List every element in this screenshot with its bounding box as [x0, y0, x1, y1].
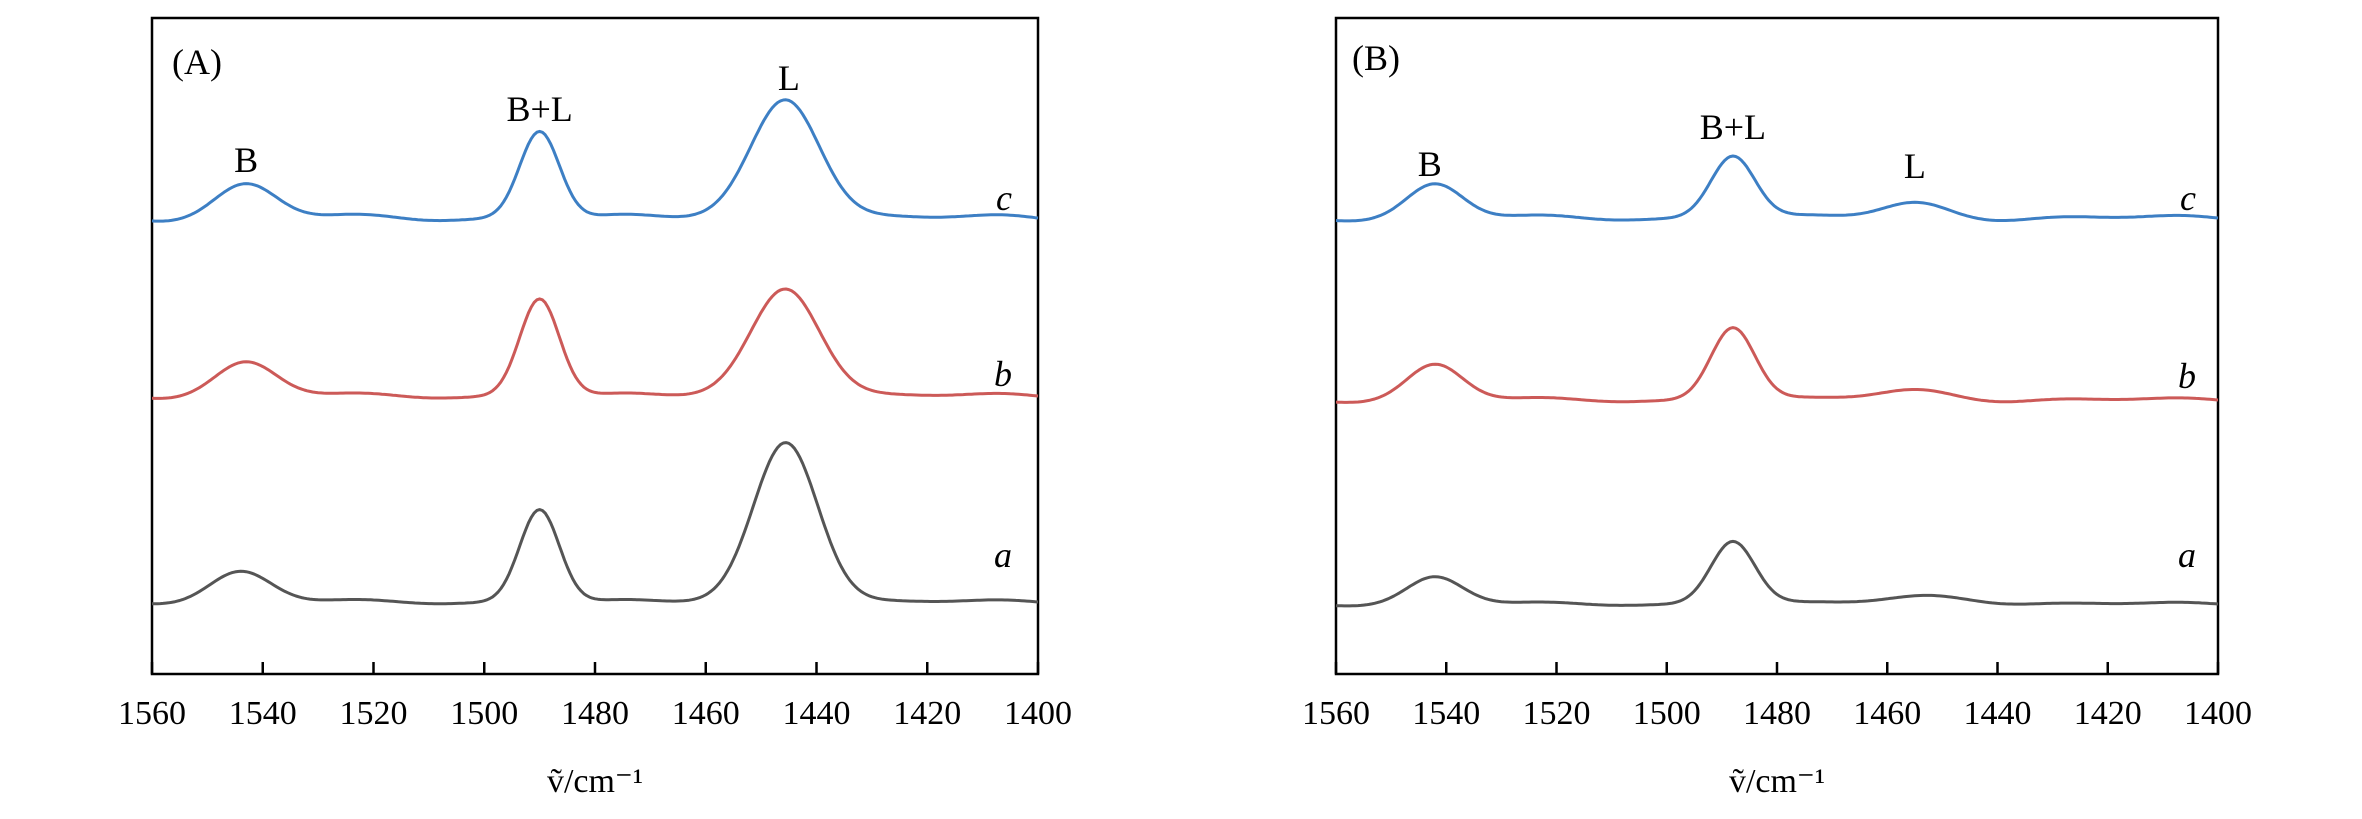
- x-tick-label: 1480: [1743, 695, 1811, 732]
- x-tick-label: 1500: [450, 695, 518, 732]
- x-tick-label: 1460: [672, 695, 740, 732]
- x-tick-label: 1460: [1853, 695, 1921, 732]
- x-tick-label: 1500: [1633, 695, 1701, 732]
- panel-b-series-label-a: a: [2178, 535, 2196, 575]
- x-tick-label: 1520: [340, 695, 408, 732]
- panel-a-peak-label-bl: B+L: [506, 89, 572, 129]
- panel-a: 1560 1540 1520 1500 1480 1460 1440 1420 1400 (A)…: [118, 16, 1072, 800]
- panel-b-frame: [1334, 16, 2220, 676]
- panel-a-series-label-a: a: [994, 535, 1012, 575]
- series-curve-c: [151, 98, 1039, 223]
- panel-a-series-label-b: b: [994, 354, 1012, 394]
- panel-a-peak-label-b: B: [234, 140, 258, 180]
- panel-a-x-axis-title: ṽ/cm⁻¹: [547, 763, 643, 800]
- series-curve-b: [151, 287, 1039, 400]
- x-tick-label: 1520: [1523, 695, 1591, 732]
- panel-b-label: (B): [1352, 38, 1400, 78]
- series-curve-c: [1335, 154, 2219, 223]
- x-tick-label: 1560: [1302, 695, 1370, 732]
- panel-b-peak-label-bl: B+L: [1700, 107, 1766, 147]
- x-tick-label: 1420: [2074, 695, 2142, 732]
- x-tick-label: 1540: [229, 695, 297, 732]
- x-tick-label: 1480: [561, 695, 629, 732]
- x-tick-label: 1420: [893, 695, 961, 732]
- x-tick-label: 1400: [2184, 695, 2252, 732]
- x-tick-label: 1440: [783, 695, 851, 732]
- series-curve-a: [1335, 539, 2219, 608]
- panel-b-series-label-b: b: [2178, 356, 2196, 396]
- panel-b-peak-label-b: B: [1418, 144, 1442, 184]
- series-curve-a: [152, 441, 1039, 606]
- panel-b-x-axis-title: ṽ/cm⁻¹: [1729, 763, 1825, 800]
- x-tick-label: 1560: [118, 695, 186, 732]
- panel-b-curves: [1335, 154, 2219, 608]
- panel-b-x-ticks: 1560 1540 1520 1500 1480 1460 1440 1420 1400: [1302, 662, 2252, 732]
- panel-b-peak-label-l: L: [1904, 146, 1926, 186]
- panel-b-series-label-c: c: [2180, 178, 2196, 218]
- x-tick-label: 1540: [1412, 695, 1480, 732]
- panel-a-curves: [151, 98, 1039, 606]
- panel-a-series-label-c: c: [996, 178, 1012, 218]
- x-tick-label: 1400: [1004, 695, 1072, 732]
- x-tick-label: 1440: [1964, 695, 2032, 732]
- panel-a-frame: [150, 16, 1040, 676]
- panel-a-peak-label-l: L: [778, 58, 800, 98]
- panel-b: 1560 1540 1520 1500 1480 1460 1440 1420 1400 (B)…: [1302, 16, 2252, 800]
- panel-a-label: (A): [172, 42, 222, 82]
- series-curve-b: [1335, 326, 2219, 404]
- panel-a-x-ticks: 1560 1540 1520 1500 1480 1460 1440 1420 1400: [118, 662, 1072, 732]
